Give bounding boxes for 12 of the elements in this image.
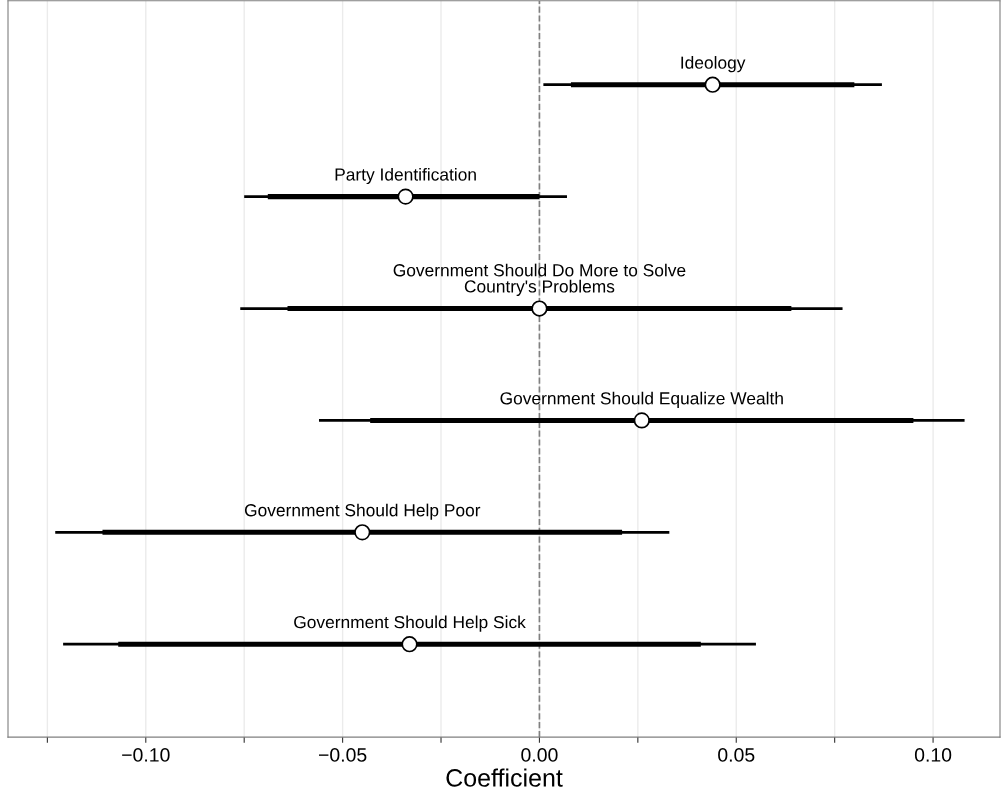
y-tick-label: Government Should Equalize Wealth [500,391,783,408]
x-tick-label: −0.05 [318,748,367,762]
x-tick-label: −0.10 [122,748,170,762]
y-tick-label: Government Should Help Poor [244,503,481,520]
y-tick-label: Government Should Help Sick [294,615,526,632]
y-tick-label: Party Identification [335,167,476,185]
y-tick-label: Ideology [681,56,746,73]
x-tick-label: 0.00 [521,748,558,762]
x-axis-title: Coefficient [446,768,563,787]
x-tick-label: 0.10 [914,748,952,762]
y-tick-label: Government Should Do More to Solve Country's Problems [393,263,686,297]
x-tick-label: 0.05 [718,748,755,762]
